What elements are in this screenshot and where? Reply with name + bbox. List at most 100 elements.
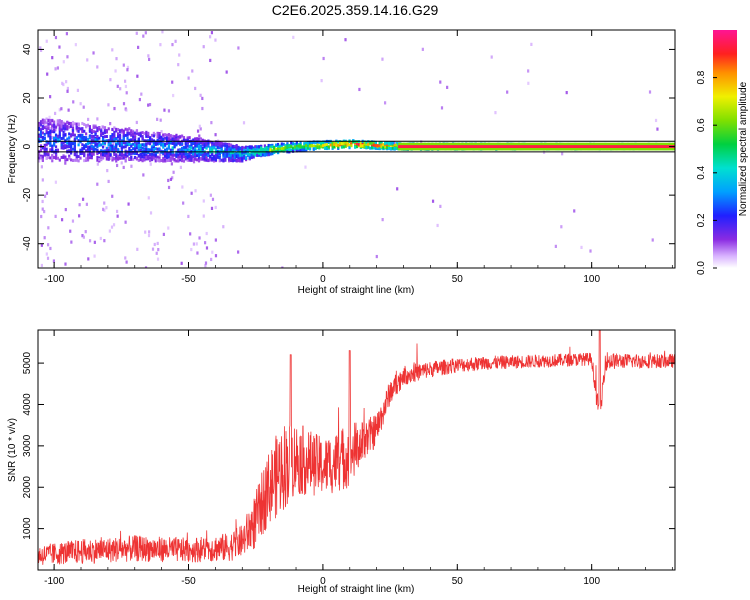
heatmap-noise-cell bbox=[281, 266, 284, 268]
heatmap-ridge-cell bbox=[38, 123, 41, 127]
heatmap-ridge-cell bbox=[190, 154, 193, 158]
heatmap-ridge-cell bbox=[85, 149, 88, 153]
heatmap-ridge-cell bbox=[224, 156, 227, 160]
heatmap-ridge-cell bbox=[220, 141, 223, 145]
heatmap-ridge-cell bbox=[111, 133, 114, 137]
heatmap-ridge-cell bbox=[303, 148, 306, 152]
heatmap-ridge-cell bbox=[346, 141, 349, 145]
heatmap-noise-cell bbox=[190, 191, 193, 195]
heatmap-ridge-cell bbox=[267, 151, 270, 155]
heatmap-noise-cell bbox=[122, 63, 125, 67]
heatmap-ridge-cell bbox=[207, 153, 210, 157]
heatmap-ridge-cell bbox=[190, 158, 193, 162]
heatmap-ridge-cell bbox=[171, 153, 174, 157]
heatmap-ridge-cell bbox=[186, 136, 189, 140]
heatmap-noise-cell bbox=[40, 263, 44, 268]
heatmap-ridge-cell bbox=[122, 129, 125, 133]
heatmap-ridge-cell bbox=[152, 156, 155, 160]
heatmap-ridge-cell bbox=[115, 137, 118, 141]
spectrogram-y-tick-label: 20 bbox=[22, 92, 33, 104]
snr-y-ticks: 1000 2000 3000 4000 5000 bbox=[22, 352, 675, 540]
spectrogram-y-tick-label: -20 bbox=[22, 187, 33, 202]
heatmap-ridge-cell bbox=[115, 127, 118, 131]
heatmap-ridge-cell bbox=[235, 153, 238, 157]
heatmap-ridge-cell bbox=[192, 141, 195, 145]
heatmap-ridge-cell bbox=[39, 128, 43, 132]
heatmap-ridge-cell bbox=[252, 155, 255, 159]
heatmap-ridge-cell bbox=[331, 146, 334, 150]
heatmap-ridge-cell bbox=[39, 148, 43, 152]
heatmap-ridge-cell bbox=[286, 144, 289, 148]
heatmap-ridge-cell bbox=[107, 139, 110, 143]
heatmap-ridge-cell bbox=[267, 153, 270, 157]
heatmap-ridge-cell bbox=[107, 127, 110, 131]
heatmap-ridge-cell bbox=[299, 143, 302, 147]
heatmap-ridge-cell bbox=[111, 144, 114, 148]
heatmap-ridge-cell bbox=[115, 155, 118, 159]
heatmap-ridge-cell bbox=[180, 157, 184, 161]
heatmap-ridge-cell bbox=[68, 136, 71, 140]
heatmap-ridge-cell bbox=[376, 146, 379, 150]
heatmap-ridge-cell bbox=[92, 134, 95, 138]
heatmap-ridge-cell bbox=[214, 140, 218, 144]
heatmap-ridge-cell bbox=[47, 156, 50, 160]
heatmap-noise-cell bbox=[124, 256, 127, 260]
heatmap-ridge-cell bbox=[329, 140, 332, 144]
heatmap-ridge-cell bbox=[158, 156, 161, 160]
heatmap-noise-cell bbox=[160, 129, 163, 134]
heatmap-ridge-cell bbox=[122, 141, 125, 145]
snr-x-label: Height of straight line (km) bbox=[298, 584, 415, 595]
heatmap-ridge-cell bbox=[152, 148, 155, 152]
heatmap-ridge-cell bbox=[68, 125, 71, 129]
heatmap-ridge-cell bbox=[337, 145, 340, 149]
heatmap-ridge-cell bbox=[47, 131, 50, 135]
heatmap-noise-cell bbox=[436, 223, 439, 228]
heatmap-ridge-cell bbox=[66, 144, 69, 148]
heatmap-ridge-cell bbox=[120, 128, 123, 132]
heatmap-noise-cell bbox=[202, 214, 205, 218]
heatmap-ridge-cell bbox=[211, 148, 214, 152]
heatmap-ridge-cell bbox=[389, 141, 393, 145]
heatmap-noise-cell bbox=[159, 152, 162, 157]
heatmap-ridge-cell bbox=[69, 143, 73, 147]
heatmap-ridge-cell bbox=[49, 136, 52, 140]
heatmap-ridge-cell bbox=[147, 131, 150, 135]
heatmap-ridge-cell bbox=[180, 146, 184, 150]
heatmap-ridge-cell bbox=[150, 158, 154, 162]
heatmap-noise-cell bbox=[116, 84, 119, 88]
heatmap-ridge-cell bbox=[179, 155, 182, 159]
heatmap-ridge-cell bbox=[271, 149, 274, 153]
heatmap-ridge-cell bbox=[290, 145, 293, 149]
heatmap-ridge-cell bbox=[128, 131, 131, 135]
heatmap-noise-cell bbox=[237, 46, 240, 50]
heatmap-ridge-cell bbox=[339, 141, 342, 145]
heatmap-ridge-cell bbox=[147, 151, 150, 155]
heatmap-ridge-cell bbox=[60, 146, 63, 150]
heatmap-ridge-cell bbox=[167, 154, 171, 158]
heatmap-ridge-cell bbox=[218, 156, 221, 160]
heatmap-noise-cell bbox=[84, 230, 87, 234]
heatmap-ridge-cell bbox=[98, 140, 101, 144]
heatmap-ridge-cell bbox=[96, 142, 99, 146]
heatmap-ridge-cell bbox=[224, 158, 227, 162]
heatmap-ridge-cell bbox=[165, 149, 169, 153]
heatmap-ridge-cell bbox=[101, 153, 105, 157]
snr-x-tick-label: 50 bbox=[452, 576, 464, 587]
heatmap-ridge-cell bbox=[229, 153, 233, 157]
heatmap-ridge-cell bbox=[62, 136, 65, 140]
heatmap-ridge-cell bbox=[45, 152, 48, 156]
heatmap-ridge-cell bbox=[158, 158, 161, 162]
heatmap-ridge-cell bbox=[85, 136, 88, 140]
colorbar-label: Normalized spectral amplitude bbox=[738, 81, 749, 216]
heatmap-ridge-cell bbox=[137, 153, 140, 157]
heatmap-ridge-cell bbox=[197, 154, 201, 158]
heatmap-ridge-cell bbox=[207, 158, 210, 162]
heatmap-ridge-cell bbox=[182, 138, 186, 142]
heatmap-ridge-cell bbox=[286, 148, 289, 152]
heatmap-noise-cell bbox=[70, 240, 73, 244]
heatmap-ridge-cell bbox=[101, 145, 105, 149]
heatmap-ridge-cell bbox=[165, 136, 169, 140]
heatmap-ridge-cell bbox=[299, 147, 302, 151]
heatmap-noise-cell bbox=[171, 42, 174, 47]
heatmap-noise-cell bbox=[144, 31, 147, 35]
